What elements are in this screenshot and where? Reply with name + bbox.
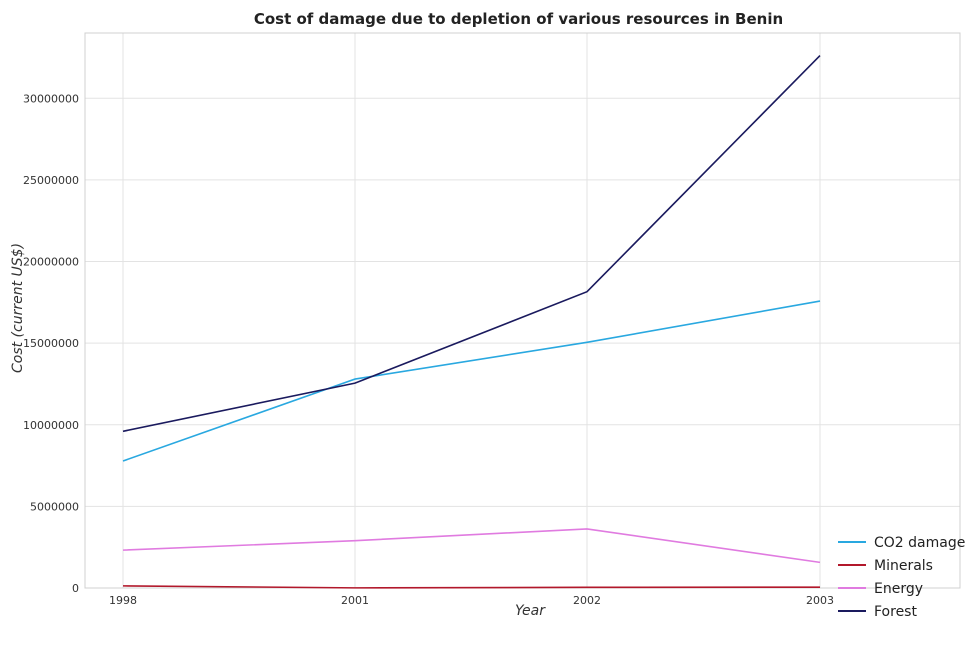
y-tick-label: 15000000 [23, 337, 79, 350]
series-line-minerals [122, 585, 821, 589]
y-tick-label: 20000000 [23, 256, 79, 269]
legend-label: CO2 damage [874, 535, 965, 551]
plot-frame [84, 32, 961, 589]
x-tick-label: 2002 [573, 594, 601, 607]
legend-label: Minerals [874, 558, 933, 574]
y-tick-labels: 0 5000000 10000000 15000000 20000000 25000000… [23, 92, 79, 595]
series-line-energy [122, 528, 821, 564]
gridlines [85, 33, 960, 589]
series-lines [122, 54, 821, 589]
x-tick-label: 2003 [806, 594, 834, 607]
y-tick-label: 0 [72, 582, 79, 595]
y-tick-label: 25000000 [23, 174, 79, 187]
x-tick-label: 1998 [109, 594, 137, 607]
axes [84, 32, 961, 589]
series-line-co2-damage [122, 300, 821, 462]
y-tick-label: 5000000 [30, 500, 79, 513]
y-tick-label: 10000000 [23, 419, 79, 432]
legend-label: Forest [874, 604, 917, 620]
x-axis-label: Year [515, 603, 546, 619]
legend-label: Energy [874, 581, 923, 597]
y-tick-label: 30000000 [23, 92, 79, 105]
y-axis-label: Cost (current US$) [10, 243, 26, 373]
series-line-forest [122, 54, 821, 433]
x-tick-labels: 1998 2001 2002 2003 [109, 594, 834, 607]
chart-title: Cost of damage due to depletion of vario… [253, 10, 784, 28]
legend: CO2 damage Minerals Energy Forest [838, 535, 965, 620]
x-tick-label: 2001 [341, 594, 369, 607]
